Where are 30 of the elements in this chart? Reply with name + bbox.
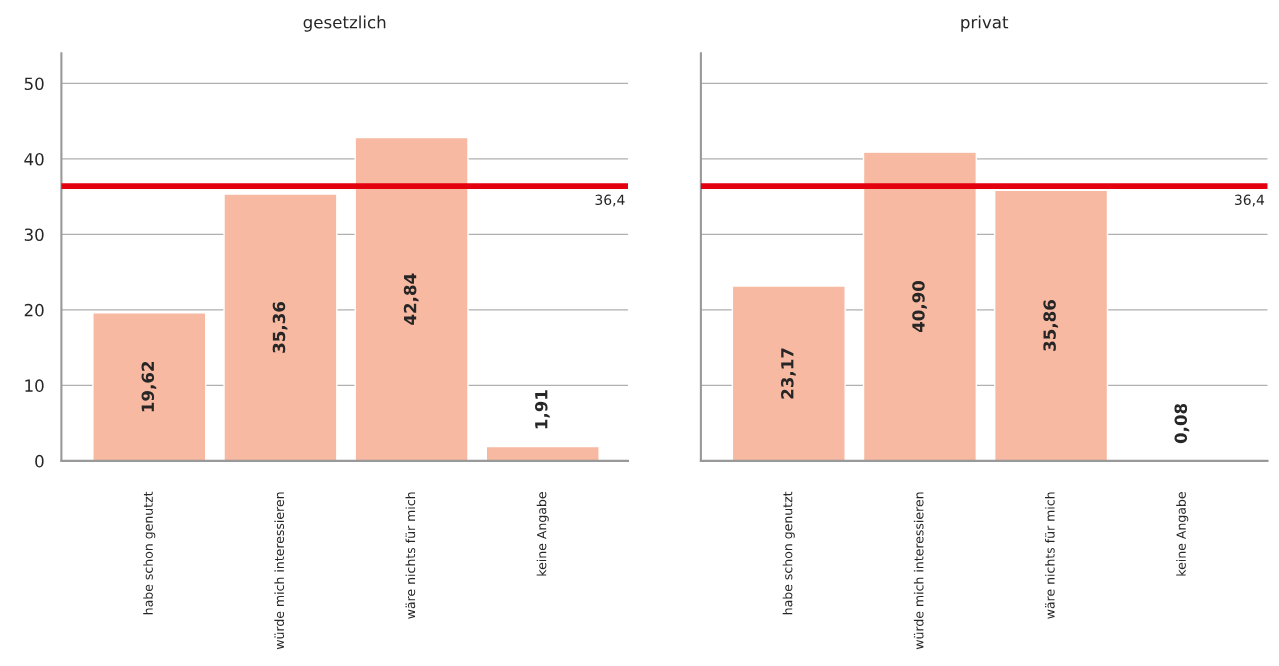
data-label: 35,86 [1043,300,1059,351]
x-tick-label: keine Angabe [1176,492,1189,576]
data-label: 0,08 [1174,403,1190,444]
bar [223,193,338,461]
chart-title: gesetzlich [303,15,386,32]
y-tick-label: 30 [24,228,44,241]
bar [354,136,469,461]
x-tick-label: habe schon genutzt [143,491,156,615]
x-tick-label: wäre nichts für mich [405,492,416,619]
y-tick-label: 40 [24,152,44,166]
x-tick-label: wäre nichts für mich [1045,492,1055,619]
data-label: 1,91 [534,390,550,429]
y-tick-label: 0 [35,454,44,468]
chart-title: privat [961,15,1009,32]
data-label: 35,36 [272,301,288,353]
y-tick-label: 10 [25,379,44,392]
data-label: 23,17 [781,348,796,399]
data-label: 42,84 [403,273,419,325]
x-tick-label: würde mich interessieren [913,492,924,650]
bar [92,312,207,461]
data-label: 19,62 [141,361,157,412]
bar [485,445,600,461]
x-tick-label: habe schon genutzt [782,491,795,615]
ref-line-label: 36,4 [595,194,625,207]
ref-line-label: 36,4 [1235,194,1265,207]
x-tick-label: keine Angabe [536,492,549,576]
x-tick-label: würde mich interessieren [274,492,285,650]
data-label: 40,90 [912,280,927,333]
y-tick-label: 50 [24,77,44,91]
y-tick-label: 20 [24,303,44,317]
